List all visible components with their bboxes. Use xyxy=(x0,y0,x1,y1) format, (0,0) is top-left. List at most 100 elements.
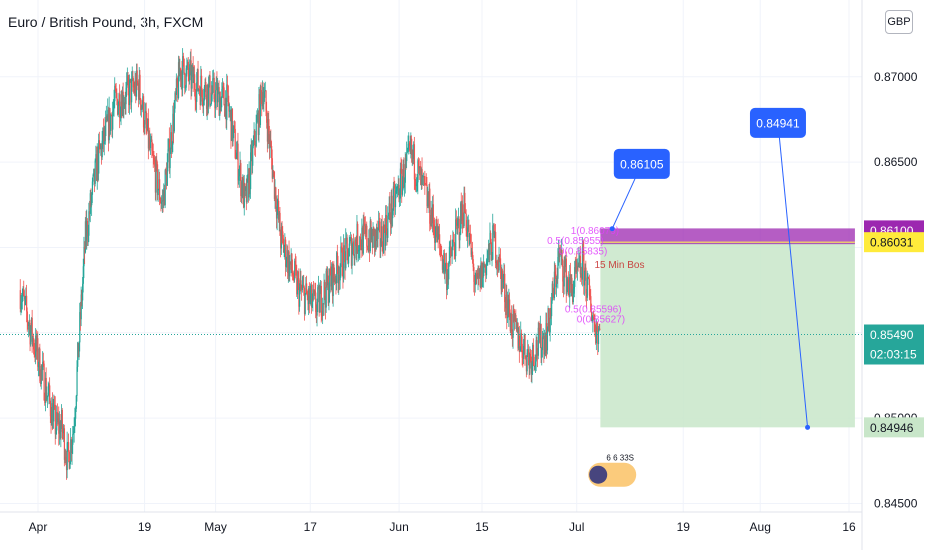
candle xyxy=(424,170,426,195)
candle xyxy=(136,63,138,91)
candle xyxy=(567,271,570,296)
candle-body xyxy=(232,128,234,142)
candle-body xyxy=(473,267,475,282)
candle-body xyxy=(586,277,588,298)
candle-body xyxy=(486,259,488,262)
candle xyxy=(237,132,239,188)
candle-body xyxy=(372,227,374,248)
candle-body xyxy=(344,252,346,269)
candle-body xyxy=(173,108,175,132)
candle-body xyxy=(299,287,301,307)
candle-body xyxy=(243,183,245,208)
candle xyxy=(97,146,99,183)
candle xyxy=(231,108,234,147)
candle xyxy=(214,94,216,118)
candle xyxy=(549,307,551,342)
candle xyxy=(70,428,72,465)
candle xyxy=(460,201,462,236)
time-tick-label: Jun xyxy=(389,520,408,534)
candle xyxy=(548,307,550,332)
candle-body xyxy=(426,184,428,207)
candle-body xyxy=(580,273,582,275)
candle-body xyxy=(555,274,557,288)
candle xyxy=(313,289,315,300)
candle-body xyxy=(250,152,252,190)
candle xyxy=(399,188,401,208)
candle xyxy=(190,48,192,100)
candle-body xyxy=(287,251,290,274)
candle xyxy=(383,218,385,234)
candle-body xyxy=(576,265,579,271)
candle-body xyxy=(371,233,373,240)
candle xyxy=(292,272,294,281)
candle xyxy=(359,235,361,260)
candle-body xyxy=(48,385,50,393)
candle-body xyxy=(370,220,372,240)
candle xyxy=(318,284,320,317)
candle xyxy=(127,71,129,96)
candle xyxy=(24,295,26,306)
candle-body xyxy=(233,125,235,129)
candle xyxy=(89,200,91,221)
candle xyxy=(591,315,593,323)
candle xyxy=(561,249,563,267)
candle xyxy=(494,230,496,239)
candle xyxy=(533,354,535,372)
candle-body xyxy=(149,141,152,149)
candle xyxy=(230,109,232,149)
candle-body xyxy=(446,273,448,290)
candle xyxy=(472,255,474,272)
candle-body xyxy=(58,421,61,434)
candle-body xyxy=(54,404,56,406)
candle-body xyxy=(64,457,66,460)
candle xyxy=(182,52,185,67)
candle xyxy=(420,167,423,191)
candle xyxy=(163,184,166,206)
candle xyxy=(164,168,166,209)
candle xyxy=(446,252,448,300)
candle-body xyxy=(96,150,98,181)
candle-body xyxy=(394,186,396,208)
candle xyxy=(215,82,217,119)
candle-body xyxy=(499,254,501,259)
candle-body xyxy=(145,111,147,113)
candle-body xyxy=(104,127,106,137)
candle xyxy=(221,82,223,108)
candle-body xyxy=(68,451,70,469)
candle xyxy=(175,73,178,102)
candle xyxy=(432,196,434,233)
candle-body xyxy=(97,150,99,174)
candle xyxy=(99,143,101,150)
candle xyxy=(478,267,481,279)
candle xyxy=(506,291,509,323)
candle-body xyxy=(396,188,398,191)
candle xyxy=(457,216,459,235)
candle xyxy=(68,433,70,463)
candle xyxy=(401,159,403,203)
candle xyxy=(490,238,493,261)
candle xyxy=(412,149,414,165)
candle-body xyxy=(157,189,159,196)
candle xyxy=(58,411,61,445)
candle xyxy=(163,183,165,209)
candle-body xyxy=(527,349,530,355)
entry-price-tag-text: 0.86031 xyxy=(870,236,914,250)
callout-label: 0.86105 xyxy=(620,157,664,171)
candle xyxy=(413,141,415,165)
candle-body xyxy=(28,325,30,327)
candle-body xyxy=(590,296,592,312)
currency-button[interactable]: GBP xyxy=(885,10,913,34)
candle-body xyxy=(52,409,54,429)
candle-body xyxy=(418,167,420,169)
candle-body xyxy=(197,69,199,91)
candle-body xyxy=(467,227,469,238)
candle xyxy=(334,273,336,284)
candle-body xyxy=(289,261,291,277)
candle xyxy=(511,305,513,339)
candle xyxy=(270,129,272,148)
candle xyxy=(520,329,523,353)
candle xyxy=(199,86,201,110)
candle xyxy=(330,266,332,293)
candle xyxy=(273,169,275,178)
